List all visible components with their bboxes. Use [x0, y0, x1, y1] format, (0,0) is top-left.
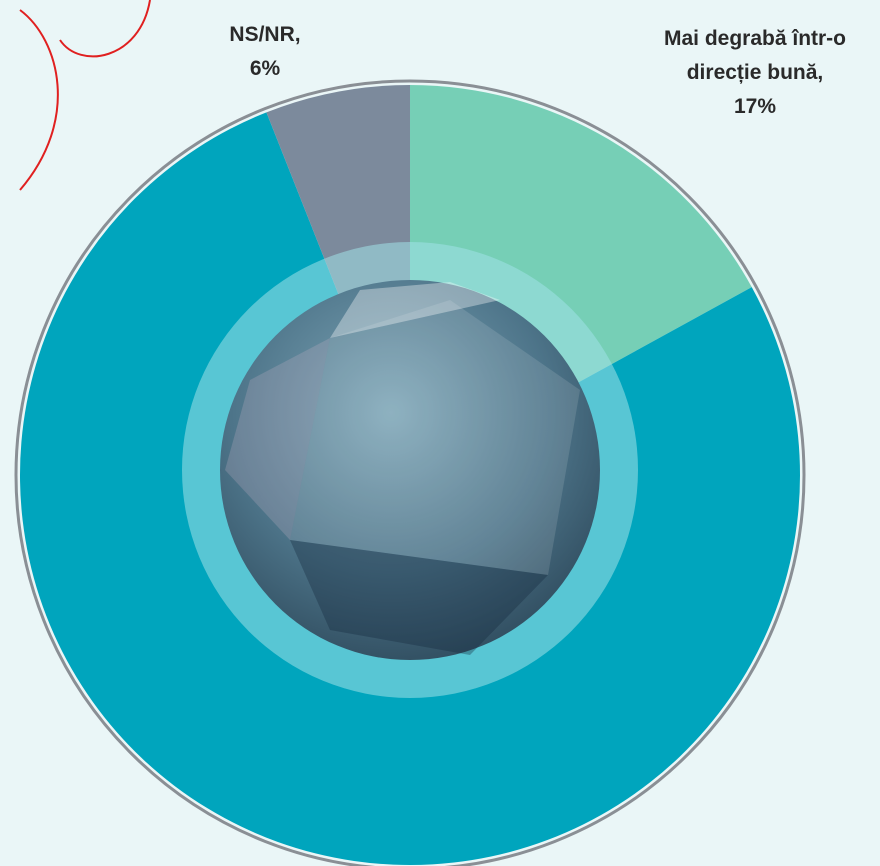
facet — [225, 338, 330, 540]
category-label: NS/NR, — [229, 23, 301, 46]
value-label: 6% — [249, 57, 281, 80]
category-label: Mai degrabă într-o direcție bună, — [663, 27, 847, 84]
slice-label: NS/NR, 6% — [180, 18, 350, 86]
facet — [290, 300, 580, 575]
facet — [290, 540, 548, 655]
slice-label: Mai degrabă într-o direcție bună, 17% — [635, 22, 875, 124]
outer-ring — [14, 79, 806, 866]
scribble — [19, 0, 151, 191]
value-label: 17% — [733, 95, 777, 118]
core — [220, 280, 600, 660]
facet — [330, 282, 500, 338]
